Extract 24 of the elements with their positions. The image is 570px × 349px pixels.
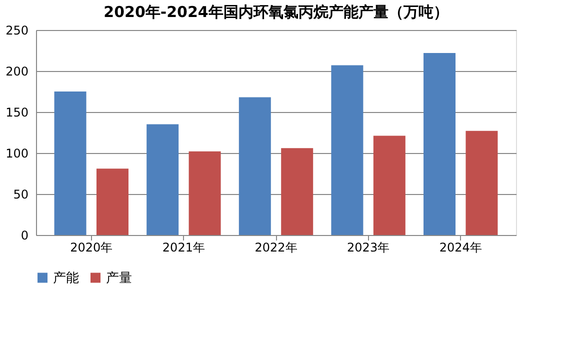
chart-title: 2020年-2024年国内环氧氯丙烷产能产量（万吨） [104,3,448,21]
y-tick-label: 250 [6,24,28,38]
bar [424,52,456,235]
x-tick-label: 2022年 [254,240,298,254]
bar [54,92,86,235]
x-tick-label: 2020年 [70,240,113,254]
bar [146,124,179,235]
x-tick-label: 2024年 [439,240,482,254]
y-tick-label: 100 [6,146,28,160]
legend-label: 产量 [106,270,132,286]
y-tick-label: 200 [6,64,28,78]
bar [188,151,221,235]
bar [238,97,271,235]
y-tick-label: 0 [20,228,28,242]
legend-label: 产能 [53,270,79,286]
y-tick-label: 150 [6,106,28,120]
x-tick-label: 2023年 [347,240,390,254]
bar [331,65,364,235]
y-tick-label: 50 [13,188,28,202]
bar [96,168,128,235]
x-tick-label: 2021年 [162,240,205,254]
bar [466,130,498,235]
bar [373,136,406,235]
bar [281,148,314,235]
